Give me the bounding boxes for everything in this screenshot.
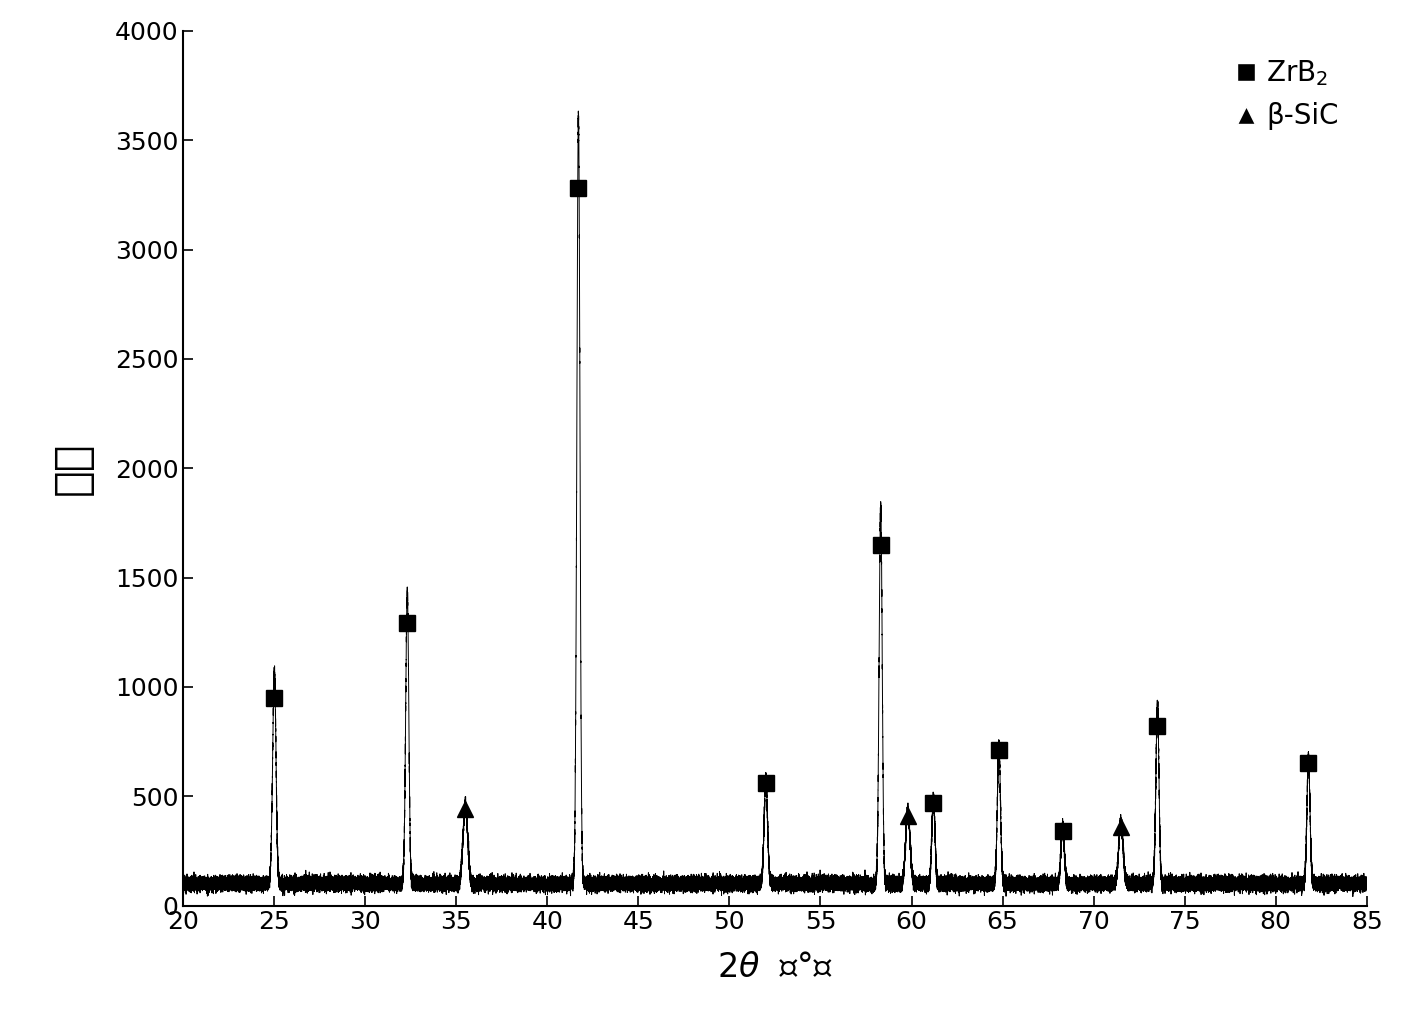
- Legend: ZrB$_2$, β-SiC: ZrB$_2$, β-SiC: [1222, 44, 1353, 144]
- Y-axis label: 强度: 强度: [51, 441, 94, 495]
- X-axis label: 2$\theta$  （°）: 2$\theta$ （°）: [717, 951, 833, 984]
